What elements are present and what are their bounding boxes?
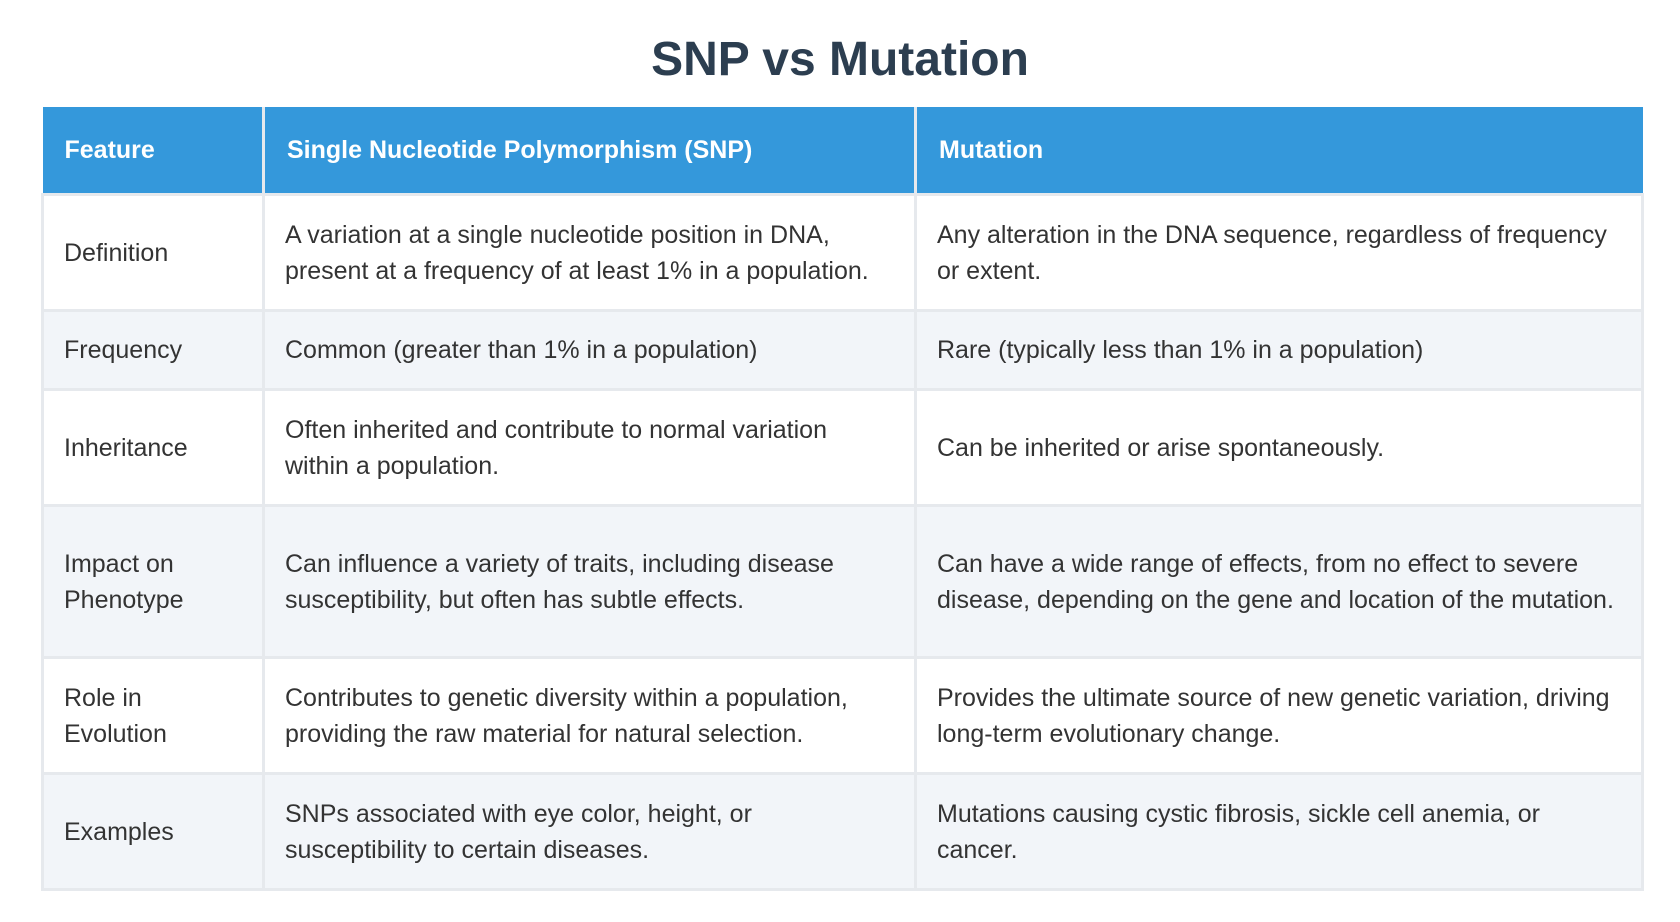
- table-row: Role in Evolution Contributes to genetic…: [41, 656, 1644, 775]
- table-row: Frequency Common (greater than 1% in a p…: [41, 309, 1644, 391]
- header-feature: Feature: [42, 107, 265, 196]
- mutation-cell: Provides the ultimate source of new gene…: [914, 656, 1644, 775]
- header-snp: Single Nucleotide Polymorphism (SNP): [262, 107, 917, 196]
- feature-cell: Role in Evolution: [41, 656, 265, 775]
- header-mutation: Mutation: [914, 107, 1643, 196]
- feature-cell: Inheritance: [41, 388, 265, 507]
- table-row: Impact on Phenotype Can influence a vari…: [41, 504, 1644, 659]
- mutation-cell: Can have a wide range of effects, from n…: [914, 504, 1644, 659]
- snp-cell: Can influence a variety of traits, inclu…: [262, 504, 917, 659]
- mutation-cell: Rare (typically less than 1% in a popula…: [914, 309, 1644, 391]
- snp-cell: A variation at a single nucleotide posit…: [262, 193, 917, 312]
- snp-cell: Often inherited and contribute to normal…: [262, 388, 917, 507]
- feature-cell: Frequency: [41, 309, 265, 391]
- table-body: Definition A variation at a single nucle…: [41, 193, 1644, 891]
- page-title: SNP vs Mutation: [651, 33, 1029, 86]
- mutation-cell: Any alteration in the DNA sequence, rega…: [914, 193, 1644, 312]
- feature-cell: Examples: [41, 772, 265, 891]
- mutation-cell: Mutations causing cystic fibrosis, sickl…: [914, 772, 1644, 891]
- feature-cell: Impact on Phenotype: [41, 504, 265, 659]
- snp-cell: Common (greater than 1% in a population): [262, 309, 917, 391]
- table-row: Definition A variation at a single nucle…: [41, 193, 1644, 312]
- snp-cell: Contributes to genetic diversity within …: [262, 656, 917, 775]
- feature-cell: Definition: [41, 193, 265, 312]
- mutation-cell: Can be inherited or arise spontaneously.: [914, 388, 1644, 507]
- snp-cell: SNPs associated with eye color, height, …: [262, 772, 917, 891]
- comparison-table: Feature Single Nucleotide Polymorphism (…: [41, 107, 1644, 891]
- table-header: Feature Single Nucleotide Polymorphism (…: [42, 107, 1643, 196]
- table-row: Examples SNPs associated with eye color,…: [41, 772, 1644, 891]
- table-row: Inheritance Often inherited and contribu…: [41, 388, 1644, 507]
- header-row: Feature Single Nucleotide Polymorphism (…: [42, 107, 1643, 196]
